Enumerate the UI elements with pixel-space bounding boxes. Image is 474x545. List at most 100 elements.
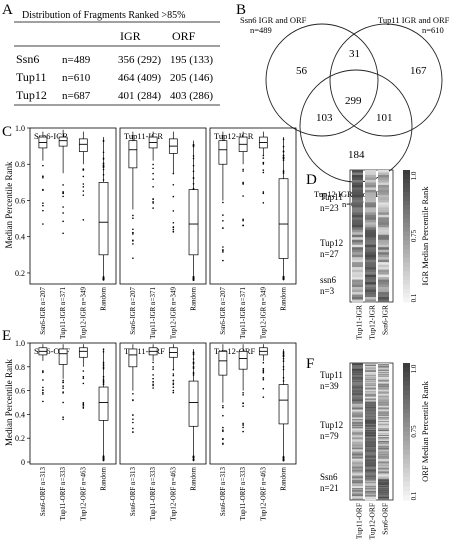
color-scale-step: [403, 481, 410, 487]
heatmap-group-n: n=21: [320, 483, 339, 493]
heatmap-cell: [352, 430, 363, 432]
outlier-point: [42, 379, 44, 381]
heatmap-cell: [378, 497, 389, 499]
heatmap-cell: [352, 401, 363, 403]
outlier-point: [82, 183, 85, 185]
heatmap-cell: [352, 426, 363, 428]
heatmap-cell: [352, 284, 363, 288]
color-scale-step: [403, 218, 410, 224]
heatmap-cell: [378, 242, 389, 246]
outlier-point: [282, 354, 285, 357]
x-tick-label: Random: [280, 466, 288, 490]
heatmap-cell: [352, 371, 363, 374]
outlier-point: [192, 155, 195, 157]
heatmap-cell: [378, 475, 389, 477]
heatmap-cell: [365, 488, 376, 490]
heatmap-cell: [365, 284, 376, 288]
venn-region-ssn6-tup11: 31: [349, 48, 360, 60]
outlier-point: [62, 195, 64, 198]
table-row: Tup12 n=687 401 (284) 403 (286): [16, 88, 213, 102]
heatmap-cell: [352, 422, 363, 424]
heatmap-cell: [378, 482, 389, 484]
heatmap-cell: [352, 420, 363, 422]
heatmap-cell: [365, 471, 376, 473]
row-name: Tup12: [16, 88, 47, 102]
outlier-point: [192, 157, 195, 160]
heatmap-cell: [352, 257, 363, 260]
heatmap-cell: [365, 496, 376, 498]
heatmap-cell: [352, 415, 363, 417]
outlier-point: [192, 353, 195, 356]
heatmap-cell: [378, 381, 389, 384]
heatmap-cell: [365, 234, 376, 238]
heatmap-cell: [365, 377, 376, 380]
box: [78, 347, 88, 358]
heatmap-cell: [352, 489, 363, 491]
heatmap-cell: [352, 442, 363, 445]
outlier-point: [102, 375, 105, 378]
heatmap-column-label: Ssn6-IGR: [381, 305, 390, 335]
heatmap-cell: [378, 184, 389, 188]
x-tick-label: Random: [190, 286, 198, 310]
outlier-point: [82, 377, 85, 380]
heatmap-cell: [352, 182, 363, 186]
outlier-point: [152, 384, 154, 387]
outlier-point: [262, 361, 265, 364]
outlier-point: [282, 459, 285, 462]
heatmap-cell: [378, 471, 389, 473]
heatmap-cell: [378, 423, 389, 425]
heatmap-cell: [352, 457, 363, 459]
row-n: n=687: [62, 90, 91, 102]
table-row: Tup11 n=610 464 (409) 205 (146): [16, 70, 213, 84]
color-scale-step: [403, 192, 410, 197]
outlier-point: [42, 223, 44, 225]
heatmap-cell: [378, 373, 389, 376]
heatmap-cell: [352, 209, 363, 213]
heatmap-cell: [365, 428, 376, 430]
heatmap-cell: [378, 403, 389, 405]
heatmap-cell: [378, 466, 389, 468]
heatmap-cell: [352, 400, 363, 402]
venn-region-ssn6-only: 56: [296, 65, 308, 77]
outlier-point: [62, 232, 64, 235]
heatmap-cell: [378, 289, 389, 293]
heatmap-cell: [365, 485, 376, 487]
heatmap-cell: [352, 247, 363, 250]
heatmap-cell: [365, 480, 376, 482]
outlier-point: [222, 406, 224, 409]
outlier-point: [62, 212, 64, 214]
heatmap-cell: [365, 374, 376, 377]
heatmap-cell: [352, 479, 363, 481]
heatmap-cell: [352, 487, 363, 489]
heatmap-cell: [352, 453, 363, 455]
heatmap-cell: [365, 382, 376, 384]
heatmap-cell: [365, 376, 376, 379]
heatmap-cell: [378, 484, 389, 486]
heatmap-cell: [352, 427, 363, 429]
heatmap-cell: [365, 429, 376, 431]
y-tick-label: 0.2: [15, 269, 25, 278]
heatmap-cell: [352, 484, 363, 486]
heatmap-cell: [365, 267, 376, 270]
heatmap-cell: [378, 279, 389, 283]
heatmap-cell: [365, 413, 376, 415]
subplot-frame: [29, 342, 117, 465]
heatmap-cell: [365, 452, 376, 454]
heatmap-cell: [365, 172, 376, 176]
heatmap-cell: [365, 222, 376, 226]
heatmap-cell: [378, 436, 389, 439]
heatmap-cell: [365, 440, 376, 443]
outlier-point: [192, 170, 195, 173]
heatmap-cell: [365, 418, 376, 420]
heatmap-cell: [352, 465, 363, 467]
heatmap-cell: [365, 465, 376, 467]
heatmap-cell: [352, 269, 363, 273]
color-scale-tick: 0.1: [410, 293, 418, 302]
outlier-point: [82, 382, 85, 385]
color-scale-step: [403, 394, 410, 400]
heatmap-cell: [365, 194, 376, 198]
color-scale-step: [403, 381, 410, 387]
outlier-point: [192, 459, 195, 462]
color-scale-tick: 0.75: [410, 229, 418, 242]
heatmap-cell: [378, 451, 389, 453]
